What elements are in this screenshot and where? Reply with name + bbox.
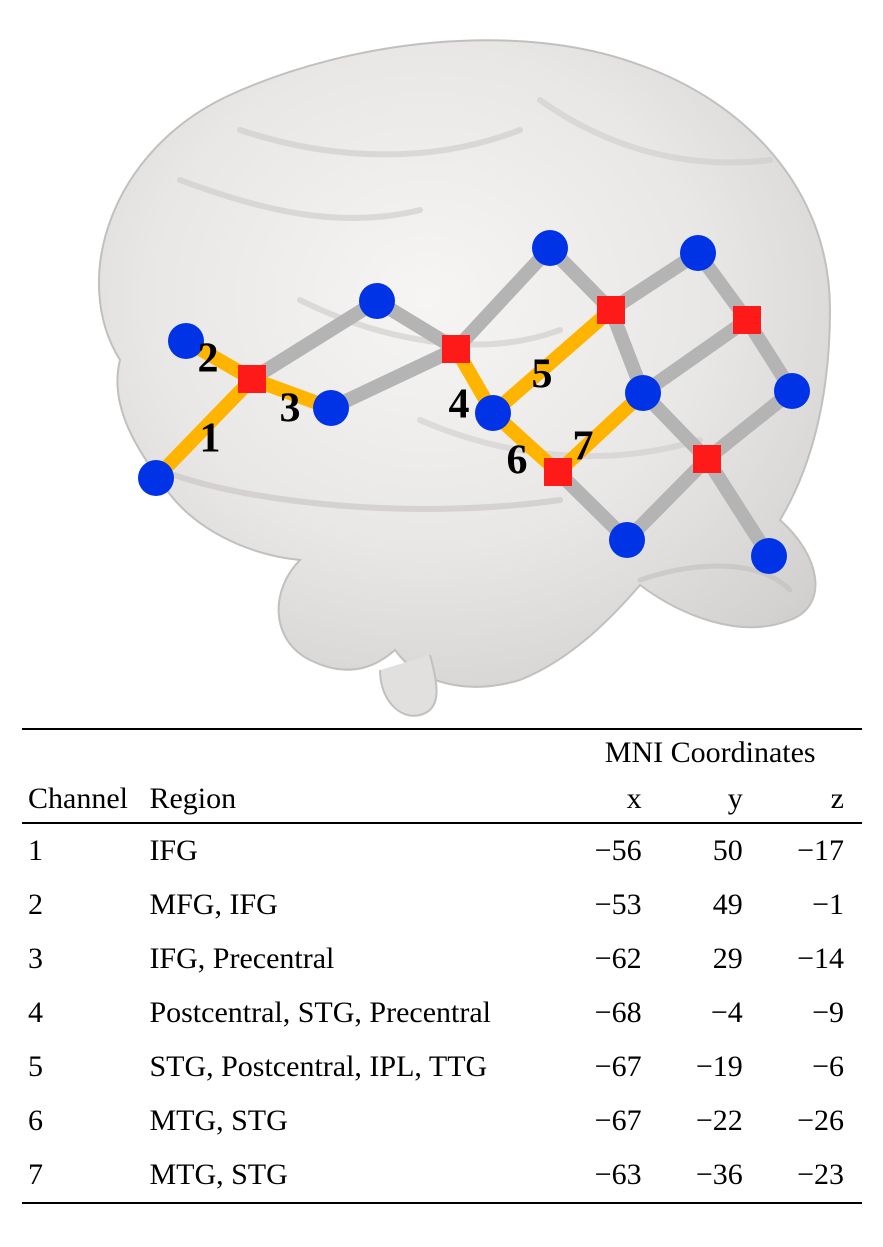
th-x: x <box>558 776 659 823</box>
cell-text: MFG, IFG <box>143 878 558 932</box>
cell-num: −19 <box>660 1040 761 1094</box>
cell-text: STG, Postcentral, IPL, TTG <box>143 1040 558 1094</box>
mni-table: MNI Coordinates Channel Region x y z 1IF… <box>22 728 862 1204</box>
th-channel: Channel <box>22 776 143 823</box>
source-node <box>544 458 572 486</box>
source-node <box>597 296 625 324</box>
channel-label: 6 <box>507 438 528 484</box>
detector-node <box>680 235 716 271</box>
table-row: 4Postcentral, STG, Precentral−68−4−9 <box>22 986 862 1040</box>
cell-num: −1 <box>761 878 862 932</box>
source-node <box>442 335 470 363</box>
cell-text: Postcentral, STG, Precentral <box>143 986 558 1040</box>
cell-num: −22 <box>660 1094 761 1148</box>
cell-num: 49 <box>660 878 761 932</box>
detector-node <box>138 460 174 496</box>
source-node <box>733 306 761 334</box>
channel-label: 3 <box>280 386 301 432</box>
detector-node <box>774 373 810 409</box>
th-y: y <box>660 776 761 823</box>
cell-num: −26 <box>761 1094 862 1148</box>
cell-num: −68 <box>558 986 659 1040</box>
th-z: z <box>761 776 862 823</box>
cell-text: 6 <box>22 1094 143 1148</box>
source-node <box>693 445 721 473</box>
cell-num: −62 <box>558 932 659 986</box>
table-row: 2MFG, IFG−5349−1 <box>22 878 862 932</box>
cell-text: MTG, STG <box>143 1094 558 1148</box>
cell-text: 3 <box>22 932 143 986</box>
cell-text: IFG <box>143 823 558 878</box>
detector-node <box>313 390 349 426</box>
cell-num: −67 <box>558 1040 659 1094</box>
cell-text: MTG, STG <box>143 1148 558 1203</box>
detector-node <box>359 283 395 319</box>
cell-num: −53 <box>558 878 659 932</box>
cell-num: −4 <box>660 986 761 1040</box>
detector-node <box>625 375 661 411</box>
cell-text: 1 <box>22 823 143 878</box>
cell-num: −9 <box>761 986 862 1040</box>
cell-num: −67 <box>558 1094 659 1148</box>
table-row: 6MTG, STG−67−22−26 <box>22 1094 862 1148</box>
th-region: Region <box>143 776 558 823</box>
th-blank2 <box>143 729 558 776</box>
cell-num: −17 <box>761 823 862 878</box>
brain-diagram-panel: 1 2 3 4 567 <box>0 0 883 720</box>
table-row: 7MTG, STG−63−36−23 <box>22 1148 862 1203</box>
cell-text: 7 <box>22 1148 143 1203</box>
cell-num: 29 <box>660 932 761 986</box>
brain-svg: 1 2 3 4 567 <box>0 0 883 720</box>
cell-text: IFG, Precentral <box>143 932 558 986</box>
channel-label: 4 <box>449 382 470 428</box>
coordinates-table: MNI Coordinates Channel Region x y z 1IF… <box>22 728 862 1204</box>
detector-node <box>475 395 511 431</box>
cell-num: −63 <box>558 1148 659 1203</box>
table-row: 5STG, Postcentral, IPL, TTG−67−19−6 <box>22 1040 862 1094</box>
detector-node <box>751 538 787 574</box>
channel-label: 2 <box>198 336 219 382</box>
cell-num: −6 <box>761 1040 862 1094</box>
channel-label: 7 <box>573 424 594 470</box>
channel-label: 5 <box>532 352 553 398</box>
th-mni-group: MNI Coordinates <box>558 729 862 776</box>
cell-num: −36 <box>660 1148 761 1203</box>
cell-text: 5 <box>22 1040 143 1094</box>
cell-text: 2 <box>22 878 143 932</box>
table-row: 1IFG−5650−17 <box>22 823 862 878</box>
figure: 1234567 MNI Coordinates Channel Region x… <box>0 0 883 1247</box>
cell-num: 50 <box>660 823 761 878</box>
th-blank1 <box>22 729 143 776</box>
cell-text: 4 <box>22 986 143 1040</box>
cell-num: −56 <box>558 823 659 878</box>
source-node <box>238 365 266 393</box>
detector-node <box>609 522 645 558</box>
detector-node <box>532 230 568 266</box>
channel-label: 1 <box>200 416 221 462</box>
cell-num: −14 <box>761 932 862 986</box>
cell-num: −23 <box>761 1148 862 1203</box>
table-row: 3IFG, Precentral−6229−14 <box>22 932 862 986</box>
